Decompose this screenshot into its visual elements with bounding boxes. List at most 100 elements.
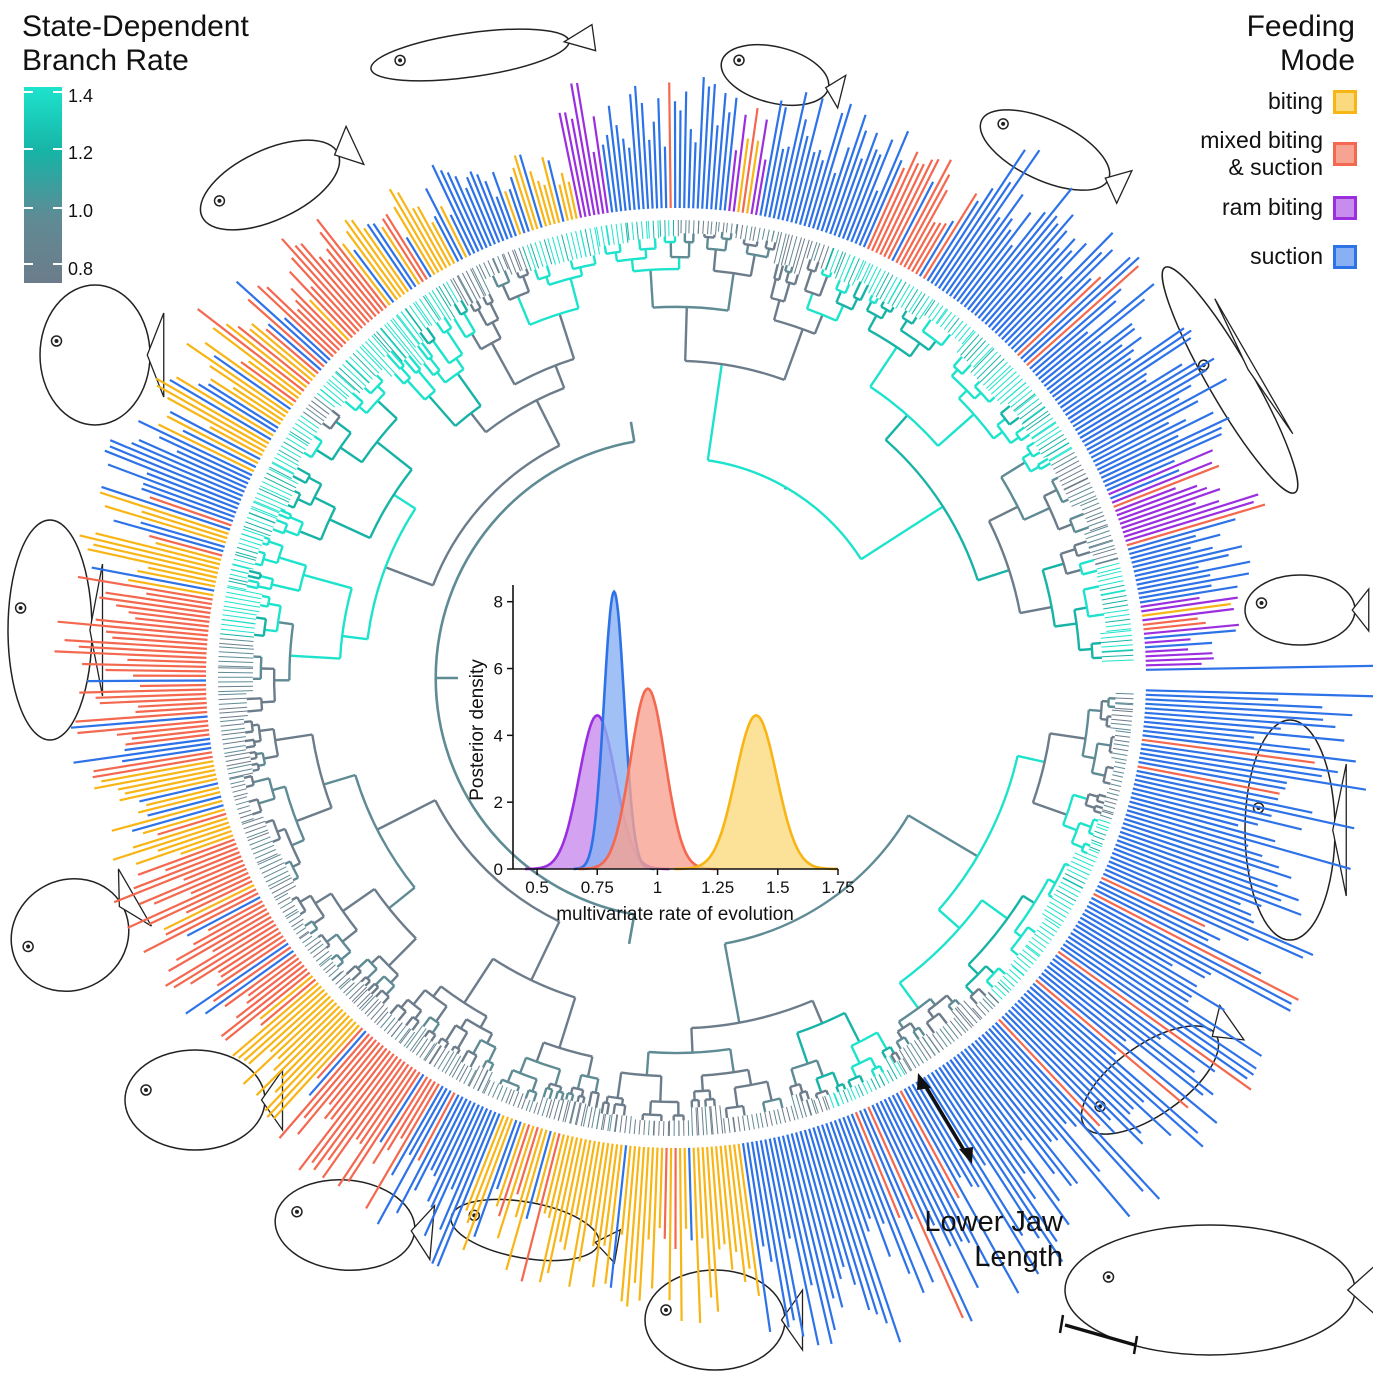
tree-branch	[600, 1102, 605, 1114]
tree-branch	[247, 832, 270, 842]
rate-legend-title: State-Dependent Branch Rate	[22, 10, 249, 78]
tree-branch	[477, 308, 488, 326]
tree-branch	[1108, 736, 1114, 753]
tree-branch	[245, 744, 256, 749]
tree-branch	[1085, 511, 1103, 520]
jaw-length-bar	[1143, 720, 1345, 742]
tree-branch	[351, 392, 364, 404]
tree-branch	[813, 1099, 819, 1114]
tree-branch	[422, 1016, 432, 1028]
jaw-length-bar	[294, 244, 367, 326]
jaw-length-bar	[359, 1066, 414, 1145]
tree-branch	[814, 1093, 819, 1099]
tree-branch	[589, 228, 596, 256]
tree-branch	[328, 518, 371, 540]
tree-branch	[423, 1029, 431, 1038]
tree-branch	[878, 1065, 885, 1073]
jaw-length-bar	[495, 1121, 522, 1190]
tree-branch	[850, 1087, 857, 1100]
tree-branch	[221, 618, 256, 625]
colorbar-tick-mark	[24, 147, 33, 150]
tree-branch	[339, 978, 352, 990]
tree-branch	[722, 222, 725, 233]
tree-branch	[975, 1004, 987, 1016]
fish-illustration	[199, 124, 366, 231]
tree-branch	[311, 400, 330, 415]
tree-branch	[924, 300, 936, 316]
tree-branch	[316, 392, 336, 408]
tree-branch	[886, 1069, 894, 1082]
tree-branch	[778, 233, 787, 265]
tree-branch	[424, 294, 442, 320]
tree-branch	[766, 1081, 773, 1101]
tree-branch	[472, 1039, 482, 1055]
tree-branch	[371, 335, 389, 355]
jaw-length-bar	[508, 188, 526, 234]
tree-branch	[1069, 490, 1095, 503]
jaw-length-bar	[1090, 400, 1199, 459]
tree-branch	[331, 375, 353, 394]
tree-branch	[450, 1045, 456, 1052]
tree-branch	[233, 558, 255, 566]
jaw-length-bar	[558, 184, 569, 221]
jaw-length-bar	[207, 900, 263, 932]
tree-branch	[927, 1009, 935, 1019]
tree-branch	[582, 1105, 589, 1127]
tree-branch	[298, 565, 308, 592]
tree-branch	[1085, 803, 1096, 810]
jaw-length-bar	[1046, 322, 1133, 391]
jaw-length-bar	[209, 426, 263, 457]
legend-swatch-mixed	[1333, 142, 1357, 166]
tree-branch	[517, 1093, 524, 1108]
jaw-length-bar	[592, 151, 605, 214]
jaw-length-bar	[1133, 783, 1272, 818]
tree-branch	[769, 278, 777, 299]
tree-branch	[313, 435, 323, 443]
tree-branch	[1031, 421, 1056, 439]
jaw-length-bar	[615, 124, 627, 211]
tree-branch	[898, 1049, 913, 1071]
tree-branch	[339, 446, 363, 464]
tree-branch	[227, 586, 263, 595]
tree-branch	[1055, 460, 1080, 474]
tree-branch	[237, 805, 250, 810]
tree-branch	[834, 252, 847, 279]
tree-branch	[851, 1056, 872, 1069]
tree-branch	[1102, 599, 1128, 605]
jaw-length-bar	[687, 129, 692, 209]
jaw-length-bar	[165, 842, 237, 872]
jaw-length-bar	[705, 84, 716, 210]
tree-branch	[248, 569, 262, 575]
jaw-length-bar	[99, 697, 207, 705]
tree-branch	[1084, 842, 1091, 847]
jaw-length-bar	[701, 1147, 713, 1298]
jaw-length-bar	[1098, 434, 1179, 475]
jaw-length-bar	[323, 1044, 384, 1120]
tree-branch	[973, 385, 991, 403]
jaw-length-bar	[1129, 800, 1276, 843]
tree-branch	[485, 386, 565, 434]
jaw-length-bar	[1132, 787, 1302, 831]
tree-branch	[303, 573, 353, 590]
legend-swatch-ram-biting	[1333, 195, 1357, 220]
legend-label-ram-biting: ram biting	[1222, 194, 1323, 221]
fish-tail	[410, 1203, 436, 1262]
jaw-length-bar	[728, 1144, 747, 1283]
jaw-length-bar	[1100, 416, 1230, 479]
density-fill-mixed-biting-suction	[578, 688, 718, 869]
tree-branch	[759, 1112, 764, 1128]
jaw-length-bar	[491, 171, 518, 237]
tree-branch	[586, 1056, 594, 1077]
tree-branch	[1074, 852, 1096, 863]
tree-branch	[1021, 452, 1032, 460]
fish-illustration	[1244, 719, 1347, 941]
jaw-length-bar	[405, 236, 432, 278]
jaw-length-bar	[1099, 880, 1221, 941]
jaw-length-bar	[1059, 357, 1132, 409]
tree-branch	[500, 1087, 508, 1102]
jaw-length-bar	[1074, 363, 1183, 432]
tree-branch	[1106, 628, 1132, 632]
tree-branch	[508, 1089, 515, 1105]
jaw-length-bar	[1023, 992, 1145, 1103]
